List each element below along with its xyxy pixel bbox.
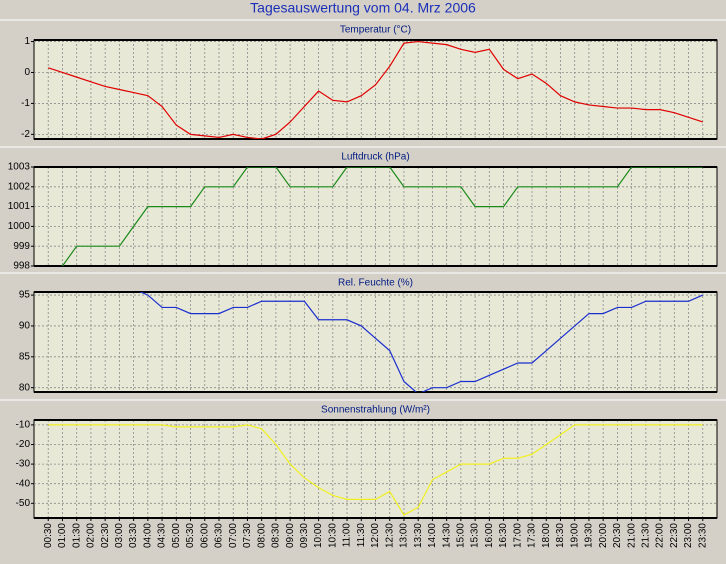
x-tick-label: 22:30 bbox=[669, 523, 680, 548]
panel-title: Rel. Feuchte (%) bbox=[338, 278, 413, 289]
y-tick-label: 95 bbox=[19, 290, 31, 301]
x-tick-label: 18:30 bbox=[555, 523, 566, 548]
y-tick-label: -1 bbox=[21, 98, 30, 109]
y-tick-label: 1002 bbox=[8, 181, 31, 192]
x-tick-label: 21:00 bbox=[626, 523, 637, 548]
x-tick-label: 09:00 bbox=[285, 523, 296, 548]
x-tick-label: 18:00 bbox=[541, 523, 552, 548]
x-tick-label: 14:00 bbox=[427, 523, 438, 548]
x-tick-label: 05:30 bbox=[185, 523, 196, 548]
x-tick-label: 17:00 bbox=[512, 523, 523, 548]
x-tick-label: 19:30 bbox=[584, 523, 595, 548]
y-tick-label: 85 bbox=[19, 351, 31, 362]
x-tick-label: 08:30 bbox=[271, 523, 282, 548]
data-line bbox=[61, 167, 703, 266]
x-tick-label: 17:30 bbox=[527, 523, 538, 548]
x-tick-label: 07:30 bbox=[242, 523, 253, 548]
y-tick-label: -2 bbox=[21, 129, 30, 140]
x-tick-label: 06:00 bbox=[199, 523, 210, 548]
x-tick-label: 01:30 bbox=[71, 523, 82, 548]
x-tick-label: 09:30 bbox=[299, 523, 310, 548]
x-tick-label: 12:30 bbox=[384, 523, 395, 548]
x-tick-label: 16:00 bbox=[484, 523, 495, 548]
x-tick-label: 21:30 bbox=[640, 523, 651, 548]
y-tick-label: 1000 bbox=[8, 221, 31, 232]
x-tick-label: 10:30 bbox=[327, 523, 338, 548]
x-tick-label: 02:30 bbox=[100, 523, 111, 548]
x-tick-label: 22:00 bbox=[655, 523, 666, 548]
x-tick-label: 13:30 bbox=[413, 523, 424, 548]
x-tick-label: 20:30 bbox=[612, 523, 623, 548]
x-tick-label: 14:30 bbox=[441, 523, 452, 548]
y-tick-label: 80 bbox=[19, 382, 31, 393]
x-tick-label: 04:00 bbox=[142, 523, 153, 548]
x-tick-label: 15:00 bbox=[456, 523, 467, 548]
y-tick-label: -10 bbox=[16, 420, 31, 431]
x-tick-label: 15:30 bbox=[470, 523, 481, 548]
y-tick-label: -20 bbox=[16, 439, 31, 450]
x-tick-label: 08:00 bbox=[256, 523, 267, 548]
x-tick-label: 16:30 bbox=[498, 523, 509, 548]
x-tick-label: 23:30 bbox=[697, 523, 708, 548]
data-line bbox=[48, 40, 703, 139]
panel-title: Luftdruck (hPa) bbox=[341, 152, 409, 163]
x-tick-label: 20:00 bbox=[598, 523, 609, 548]
x-tick-label: 13:00 bbox=[399, 523, 410, 548]
y-tick-label: 1 bbox=[24, 36, 30, 47]
x-tick-label: 12:00 bbox=[370, 523, 381, 548]
y-tick-label: -50 bbox=[16, 498, 31, 509]
x-tick-label: 11:30 bbox=[356, 523, 367, 548]
x-tick-label: 05:00 bbox=[171, 523, 182, 548]
x-tick-label: 03:00 bbox=[114, 523, 125, 548]
y-tick-label: -30 bbox=[16, 459, 31, 470]
y-tick-label: 998 bbox=[13, 261, 30, 272]
y-tick-label: 1001 bbox=[8, 201, 31, 212]
panel-title: Sonnenstrahlung (W/m²) bbox=[321, 405, 430, 416]
y-tick-label: 999 bbox=[13, 241, 30, 252]
data-line bbox=[139, 292, 704, 392]
x-tick-label: 19:00 bbox=[569, 523, 580, 548]
x-tick-label: 07:00 bbox=[228, 523, 239, 548]
y-tick-label: 1003 bbox=[8, 162, 31, 173]
y-tick-label: -40 bbox=[16, 478, 31, 489]
x-tick-label: 10:00 bbox=[313, 523, 324, 548]
y-tick-label: 90 bbox=[19, 321, 31, 332]
panel-title: Temperatur (°C) bbox=[340, 25, 411, 36]
y-tick-label: 0 bbox=[24, 67, 30, 78]
page-title: Tagesauswertung vom 04. Mrz 2006 bbox=[250, 0, 476, 16]
x-tick-label: 06:30 bbox=[214, 523, 225, 548]
x-tick-label: 23:00 bbox=[683, 523, 694, 548]
data-line bbox=[48, 424, 703, 516]
x-tick-label: 03:30 bbox=[128, 523, 139, 548]
x-tick-label: 11:00 bbox=[342, 523, 353, 548]
x-tick-label: 00:30 bbox=[43, 523, 54, 548]
x-tick-label: 04:30 bbox=[157, 523, 168, 548]
x-tick-label: 01:00 bbox=[57, 523, 68, 548]
x-tick-label: 02:00 bbox=[86, 523, 97, 548]
